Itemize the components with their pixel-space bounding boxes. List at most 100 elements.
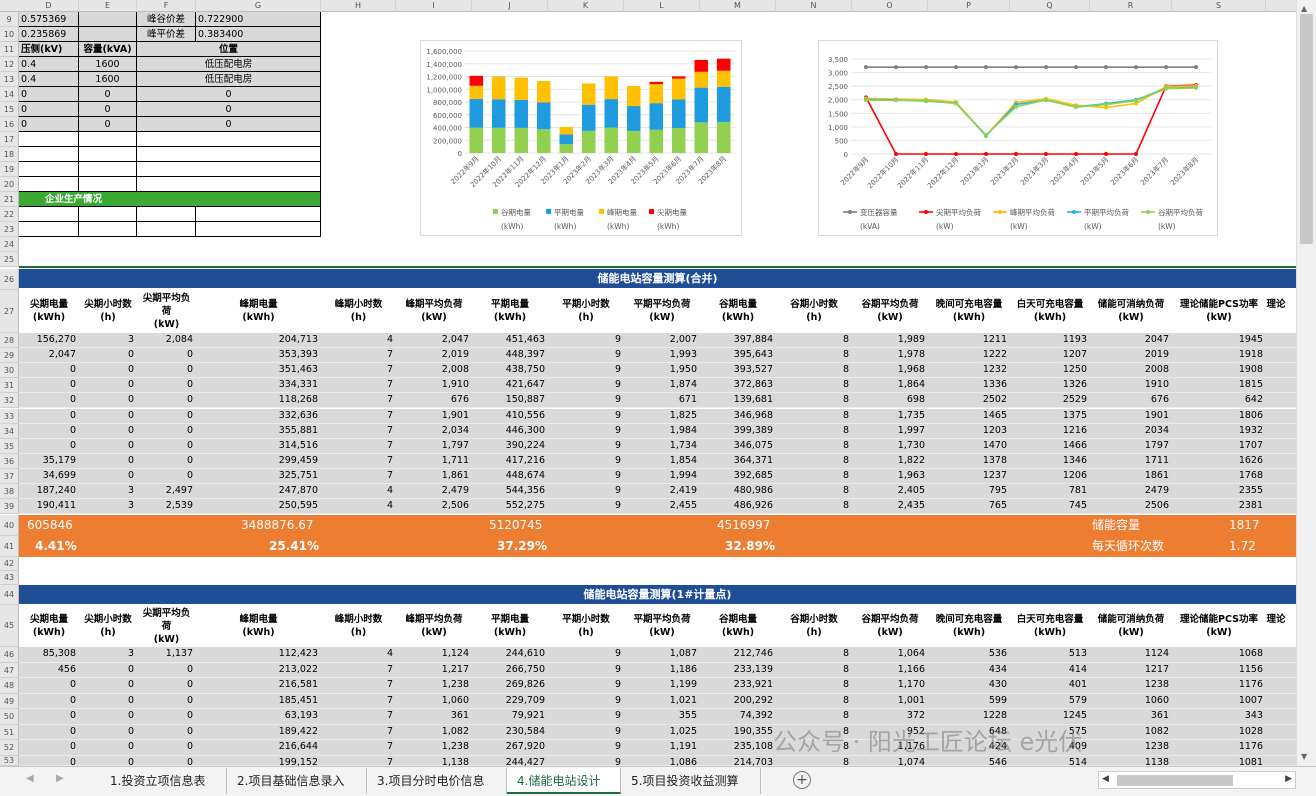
data-point[interactable] [894, 152, 898, 156]
table-cell[interactable]: 544,356 [505, 485, 545, 496]
vertical-scrollbar[interactable]: ▲ ▼ [1296, 0, 1316, 766]
row-header[interactable]: 31 [0, 378, 19, 394]
table-cell[interactable]: 430 [988, 679, 1007, 690]
table-cell[interactable]: 397,884 [733, 334, 773, 345]
table-cell[interactable]: 343 [1244, 710, 1263, 721]
cell-g16[interactable]: 0 [137, 117, 321, 132]
row-header[interactable]: 51 [0, 724, 19, 740]
data-point[interactable] [864, 65, 868, 70]
table-cell[interactable]: 781 [1068, 485, 1087, 496]
bar-segment[interactable] [604, 99, 619, 128]
table-cell[interactable]: 1,199 [669, 679, 697, 690]
table-cell[interactable]: 7 [386, 454, 393, 466]
table-cell[interactable]: 417,216 [505, 454, 545, 466]
column-heading[interactable]: 尖期电量 (kWh) [29, 614, 68, 638]
scroll-down-icon[interactable]: ▼ [1301, 752, 1308, 761]
table-cell[interactable]: 250,595 [278, 500, 318, 512]
data-point[interactable] [1134, 65, 1138, 70]
cell-e15[interactable]: 0 [79, 102, 137, 117]
data-point[interactable] [1104, 105, 1108, 110]
storage-capacity-label[interactable]: 储能容量 [1092, 518, 1141, 532]
table-cell[interactable]: 1,901 [441, 409, 469, 421]
bar-segment[interactable] [492, 99, 506, 128]
table-cell[interactable]: 2047 [1144, 334, 1169, 345]
table-cell[interactable]: 676 [450, 394, 469, 406]
bar-segment[interactable] [492, 127, 506, 153]
cell-e11[interactable]: 容量(kVA) [79, 42, 137, 57]
table-cell[interactable]: 213,022 [278, 663, 318, 675]
cell-f9[interactable]: 峰谷价差 [137, 12, 196, 27]
table-cell[interactable]: 456 [57, 663, 76, 675]
row-header[interactable]: 19 [0, 162, 19, 177]
table-cell[interactable]: 266,750 [505, 663, 545, 675]
bar-segment[interactable] [604, 127, 619, 153]
table-cell[interactable]: 698 [906, 394, 925, 406]
column-heading[interactable]: 谷期小时数 (h) [790, 614, 838, 638]
table-cell[interactable]: 2,007 [669, 334, 697, 345]
table-cell[interactable]: 7 [386, 710, 393, 721]
table-cell[interactable]: 7 [386, 741, 393, 752]
table-cell[interactable]: 9 [614, 424, 621, 436]
table-cell[interactable]: 2034 [1144, 424, 1169, 436]
table-cell[interactable]: 0 [127, 710, 134, 721]
row-header[interactable]: 40 [0, 515, 19, 536]
table-cell[interactable]: 8 [842, 710, 849, 721]
row-header[interactable]: 41 [0, 536, 19, 557]
table-cell[interactable]: 4 [386, 485, 393, 496]
bar-segment[interactable] [469, 98, 484, 128]
table-cell[interactable]: 7 [386, 694, 393, 706]
table-cell[interactable]: 513 [1068, 648, 1087, 659]
table-cell[interactable]: 1,074 [897, 756, 925, 768]
table-cell[interactable]: 0 [127, 439, 134, 451]
table-cell[interactable]: 0 [186, 454, 193, 466]
row-header[interactable]: 21 [0, 192, 19, 207]
table-cell[interactable]: 7 [386, 409, 393, 421]
pct-feng[interactable]: 25.41% [269, 539, 319, 553]
table-cell[interactable]: 2,419 [669, 485, 697, 496]
data-point[interactable] [984, 152, 988, 156]
table-cell[interactable]: 745 [1068, 500, 1087, 512]
table-cell[interactable]: 1238 [1144, 741, 1169, 752]
cell-d11[interactable]: 压侧(kV) [19, 42, 79, 57]
table-cell[interactable]: 0 [186, 710, 193, 721]
table-cell[interactable]: 0 [69, 409, 76, 421]
table-cell[interactable]: 9 [614, 409, 621, 421]
table-cell[interactable]: 8 [842, 663, 849, 675]
bar-segment[interactable] [717, 58, 731, 71]
table-cell[interactable]: 395,643 [733, 349, 773, 361]
row-header[interactable]: 53 [0, 755, 19, 766]
bar-segment[interactable] [672, 127, 686, 153]
table-cell[interactable]: 1,082 [441, 725, 469, 737]
row-header[interactable]: 16 [0, 117, 19, 132]
row-header[interactable]: 47 [0, 662, 19, 678]
table-cell[interactable]: 1908 [1238, 364, 1263, 376]
daily-cycles-value[interactable]: 1.72 [1229, 539, 1256, 553]
table-cell[interactable]: 361 [1150, 710, 1169, 721]
table-cell[interactable]: 1,854 [669, 454, 697, 466]
table-cell[interactable]: 1,822 [897, 454, 925, 466]
table-cell[interactable]: 1326 [1062, 379, 1087, 391]
table-cell[interactable]: 1,025 [669, 725, 697, 737]
table-cell[interactable]: 1232 [982, 364, 1007, 376]
bar-segment[interactable] [582, 83, 596, 105]
data-point[interactable] [1044, 152, 1048, 156]
table-cell[interactable]: 233,139 [733, 663, 773, 675]
data-point[interactable] [1014, 65, 1018, 70]
table-cell[interactable]: 546 [988, 756, 1007, 768]
table-cell[interactable]: 353,393 [278, 349, 318, 361]
table-cell[interactable]: 448,397 [505, 349, 545, 361]
table-cell[interactable]: 0 [69, 710, 76, 721]
table-cell[interactable]: 1156 [1238, 663, 1263, 675]
scroll-thumb[interactable] [1300, 14, 1313, 244]
column-heading[interactable]: 晚间可充电容量 (kWh) [935, 299, 1003, 323]
column-heading[interactable]: 储能可消纳负荷 (kW) [1097, 299, 1165, 323]
legend-label[interactable]: 谷期平均负荷 [1158, 207, 1203, 217]
bar-segment[interactable] [627, 86, 641, 107]
table-cell[interactable]: 1,186 [669, 663, 697, 675]
data-point[interactable] [1164, 86, 1168, 91]
column-heading[interactable]: 尖期平均负 荷 (kW) [142, 293, 191, 330]
data-point[interactable] [1074, 65, 1078, 70]
table-cell[interactable]: 361 [450, 710, 469, 721]
table-cell[interactable]: 8 [842, 485, 849, 496]
total-jian[interactable]: 605846 [27, 518, 73, 532]
